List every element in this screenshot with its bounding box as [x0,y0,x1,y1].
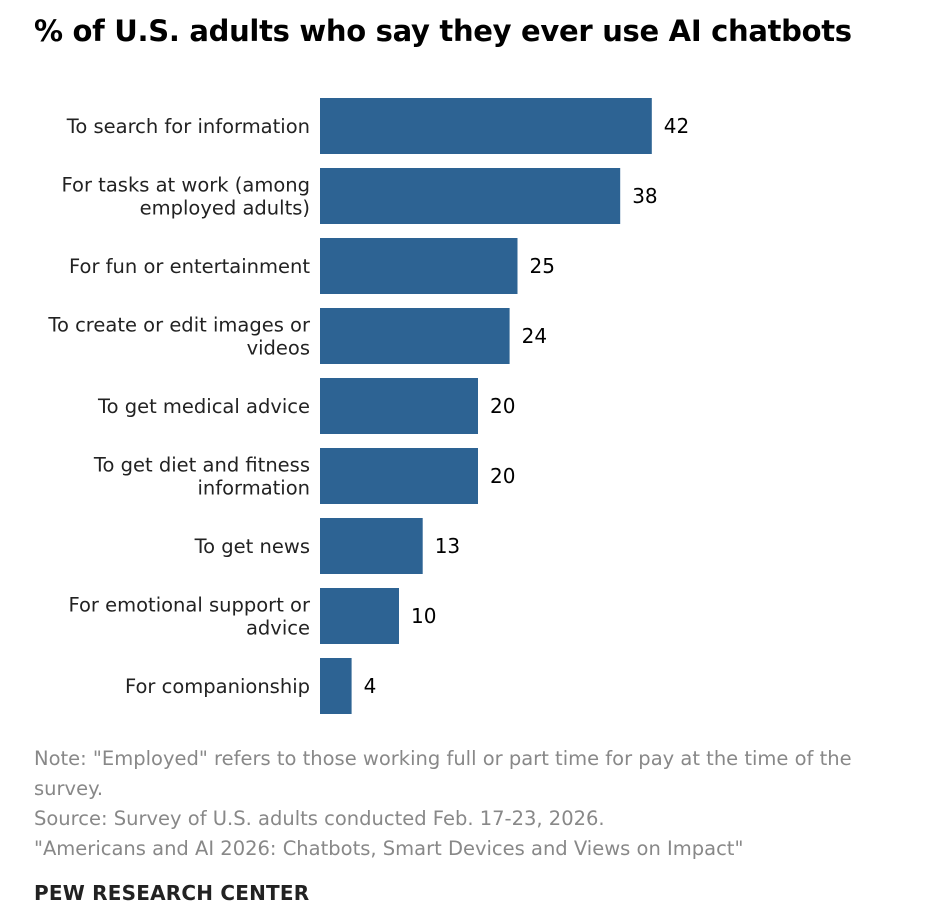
bar-to-get-diet-and-fitness-information [320,448,478,504]
value-label-to-get-news: 13 [435,534,460,558]
value-label-for-companionship: 4 [364,674,377,698]
value-label-for-tasks-at-work-among-employed-adults: 38 [632,184,657,208]
category-label-for-emotional-support-or-advice: For emotional support or advice [68,594,311,640]
bar-for-tasks-at-work-among-employed-adults [320,168,621,224]
bar-to-get-medical-advice [320,378,478,434]
bar-for-emotional-support-or-advice [320,588,399,644]
note-text: Note: "Employed" refers to those working… [34,747,852,800]
bar-to-get-news [320,518,423,574]
bar-to-search-for-information [320,98,652,154]
category-label-for-tasks-at-work-among-employed-adults: For tasks at work (among employed adults) [62,174,310,220]
value-label-to-get-medical-advice: 20 [490,394,515,418]
chart-title: % of U.S. adults who say they ever use A… [34,14,852,48]
organization-name: PEW RESEARCH CENTER [34,881,310,905]
category-label-to-search-for-information: To search for information [66,115,310,138]
value-label-to-create-or-edit-images-or-videos: 24 [522,324,547,348]
chart-footer: Note: "Employed" refers to those working… [34,744,894,864]
report-title-text: "Americans and AI 2026: Chatbots, Smart … [34,837,744,860]
category-label-to-create-or-edit-images-or-videos: To create or edit images or videos [47,314,311,360]
bar-for-companionship [320,658,352,714]
value-label-for-fun-or-entertainment: 25 [530,254,555,278]
value-label-to-get-diet-and-fitness-information: 20 [490,464,515,488]
category-label-to-get-news: To get news [194,535,310,558]
value-label-for-emotional-support-or-advice: 10 [411,604,436,628]
category-label-to-get-medical-advice: To get medical advice [97,395,310,418]
bar-chart: 42 To search for information 38 For tasks a… [47,98,689,714]
value-label-to-search-for-information: 42 [664,114,689,138]
source-text: Source: Survey of U.S. adults conducted … [34,807,605,830]
category-label-to-get-diet-and-fitness-information: To get diet and fitness information [93,454,310,500]
category-label-for-companionship: For companionship [125,675,310,698]
bar-to-create-or-edit-images-or-videos [320,308,510,364]
bar-for-fun-or-entertainment [320,238,518,294]
category-label-for-fun-or-entertainment: For fun or entertainment [69,255,310,278]
